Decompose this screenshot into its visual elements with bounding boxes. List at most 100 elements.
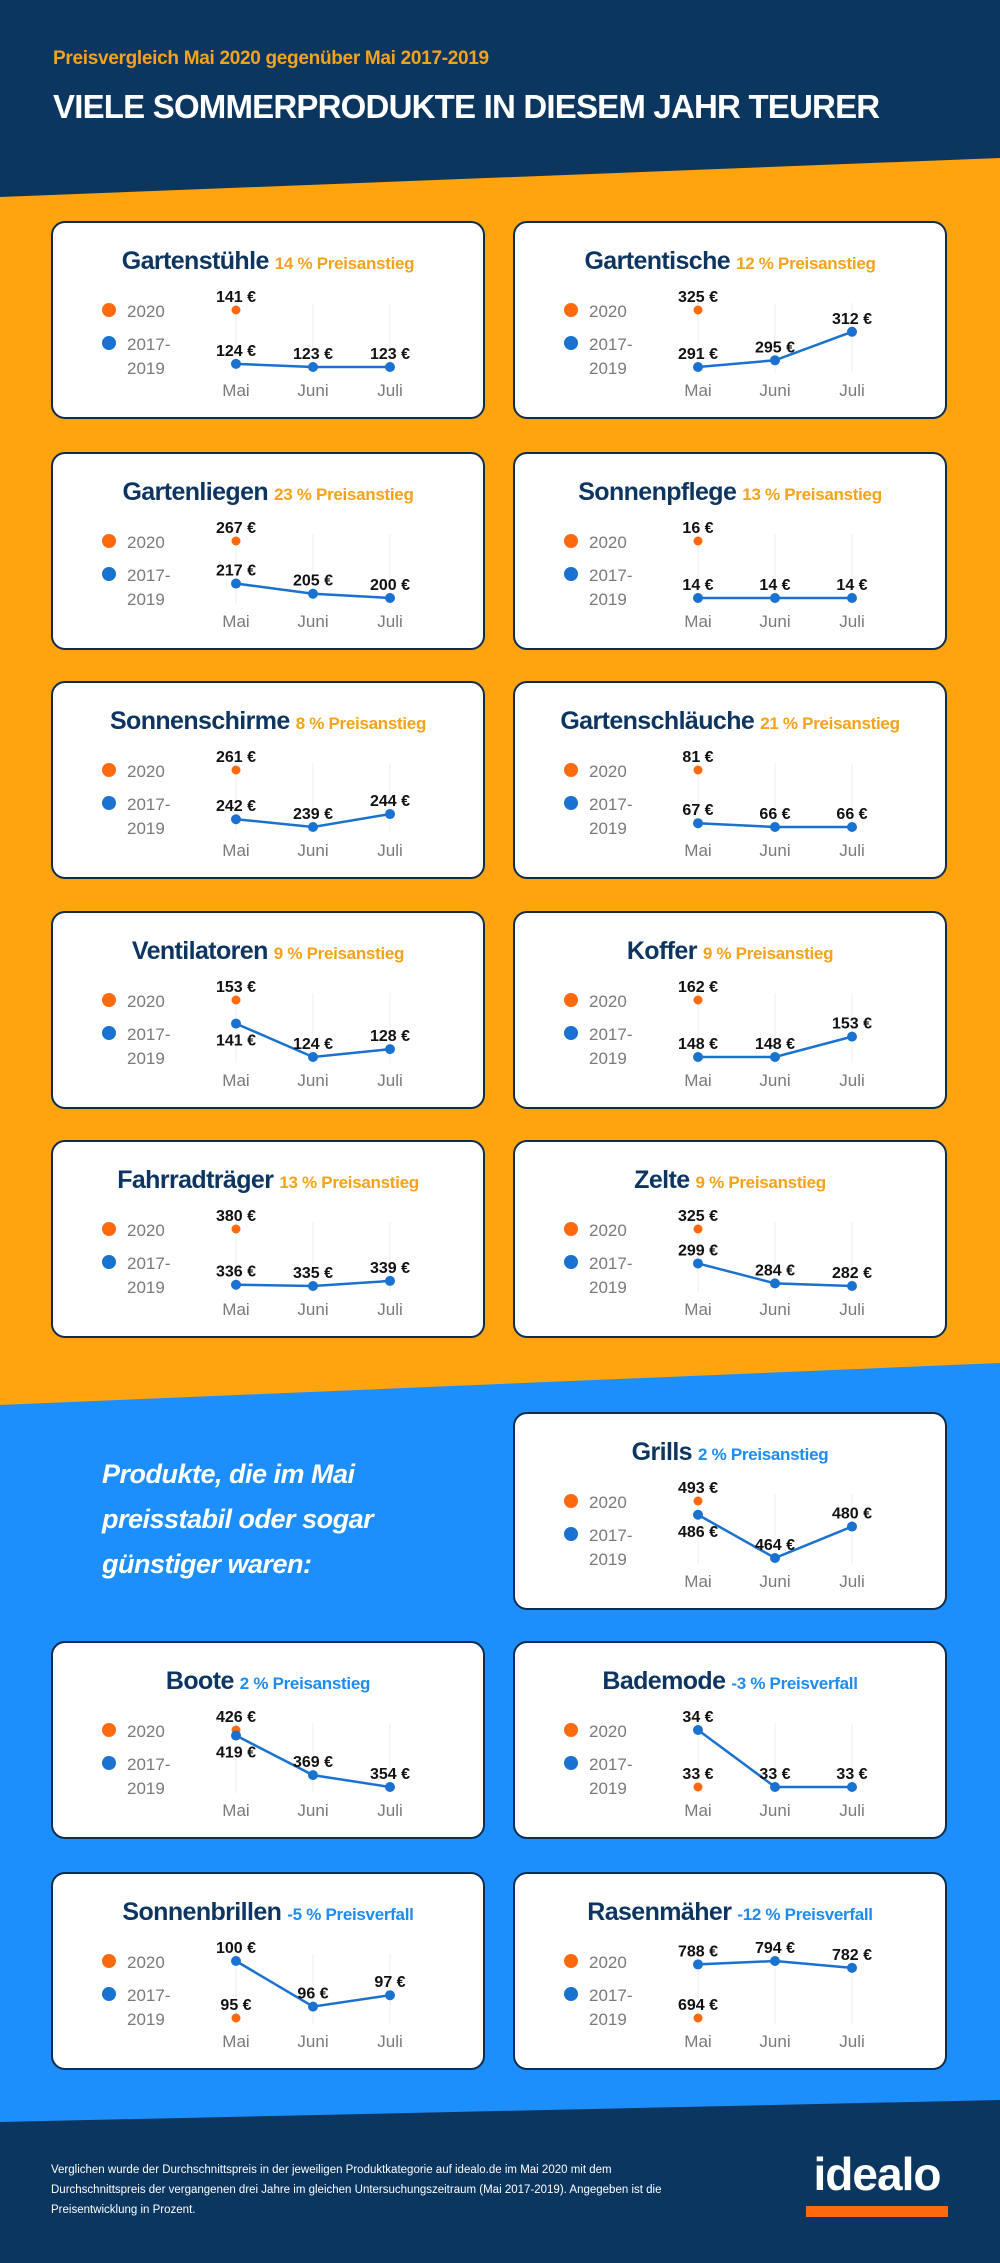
product-name: Fahrradträger: [117, 1166, 274, 1194]
line-chart: 2020 2017- 2019 Mai Juni Juli 95 € 100 € 96 € 97 …: [102, 1940, 406, 2051]
price-change: 9 % Preisanstieg: [702, 944, 834, 963]
month-label: Juli: [377, 2032, 403, 2051]
heading-line: günstiger waren:: [102, 1549, 312, 1579]
line-chart: 2020 2017- 2019 Mai Juni Juli 141 € 124 € 123 € 1…: [102, 289, 410, 400]
legend-2020-dot: [564, 1494, 578, 1508]
logo-underline: [806, 2206, 948, 2217]
point-2017-2019: [847, 593, 857, 603]
legend-2017-2019-label: 2017-: [589, 1526, 632, 1545]
month-label: Mai: [684, 1572, 711, 1591]
value-label-2017-2019: 33 €: [836, 1766, 867, 1783]
card-title: Grills 2 % Preisanstieg: [515, 1438, 945, 1467]
point-2017-2019: [385, 1275, 395, 1286]
value-label-2017-2019: 242 €: [216, 798, 256, 815]
legend-2020-label: 2020: [589, 1722, 627, 1741]
legend-2020-label: 2020: [127, 1221, 165, 1240]
point-2017-2019: [770, 593, 780, 603]
product-name: Gartenschläuche: [560, 707, 755, 735]
point-2017-2019: [385, 809, 395, 820]
legend-2020-label: 2020: [127, 1722, 165, 1741]
legend-2017-2019-label: 2017-: [127, 1755, 170, 1774]
product-name: Sonnenbrillen: [122, 1898, 282, 1926]
price-change: 21 % Preisanstieg: [760, 714, 900, 733]
price-change: -5 % Preisverfall: [287, 1905, 414, 1924]
point-2017-2019: [770, 1956, 780, 1966]
point-2017-2019: [847, 1962, 857, 1973]
legend-2017-2019-label: 2017-: [589, 795, 632, 814]
point-2017-2019: [693, 1258, 703, 1269]
value-label-2017-2019: 200 €: [370, 577, 410, 594]
product-name: Ventilatoren: [131, 937, 269, 965]
month-label: Juni: [759, 1300, 790, 1319]
month-label: Juni: [297, 1300, 328, 1319]
point-2017-2019: [385, 1044, 395, 1055]
month-label: Juni: [297, 1801, 328, 1820]
value-label-2017-2019: 124 €: [293, 1036, 333, 1053]
chart-card: Koffer 9 % Preisanstieg 2020 2017- 2019 Mai Ju…: [513, 911, 947, 1109]
value-label-2020: 325 €: [678, 289, 718, 306]
value-label-2020: 380 €: [216, 1208, 256, 1225]
point-2020: [693, 536, 703, 546]
point-2017-2019: [693, 593, 703, 603]
chart-card: Boote 2 % Preisanstieg 2020 2017- 2019 Mai Jun…: [51, 1641, 485, 1839]
value-label-2017-2019: 244 €: [370, 793, 410, 810]
month-label: Juni: [759, 1071, 790, 1090]
line-chart: 2020 2017- 2019 Mai Juni Juli 33 € 34 € 33 € 33 €: [564, 1709, 868, 1820]
price-change: 2 % Preisanstieg: [698, 1445, 829, 1464]
value-label-2017-2019: 312 €: [832, 311, 872, 328]
card-title: Zelte 9 % Preisanstieg: [515, 1166, 945, 1195]
legend-2017-2019-label: 2019: [127, 359, 165, 378]
legend-2020-dot: [564, 534, 578, 548]
legend-2020-dot: [564, 1723, 578, 1737]
month-label: Juli: [377, 1071, 403, 1090]
legend-2020-dot: [102, 534, 116, 548]
chart-card: Grills 2 % Preisanstieg 2020 2017- 2019 Mai Ju…: [513, 1412, 947, 1610]
legend-2017-2019-label: 2017-: [127, 1254, 170, 1273]
price-change: 9 % Preisanstieg: [273, 944, 405, 963]
value-label-2017-2019: 128 €: [370, 1028, 410, 1045]
value-label-2017-2019: 282 €: [832, 1265, 872, 1282]
value-label-2017-2019: 148 €: [678, 1036, 718, 1053]
idealo-logo: idealo: [806, 2150, 948, 2217]
value-label-2017-2019: 141 €: [216, 1033, 256, 1050]
legend-2017-2019-label: 2019: [127, 1278, 165, 1297]
month-label: Juli: [839, 841, 865, 860]
product-name: Gartentische: [584, 247, 731, 275]
point-2020: [693, 1782, 703, 1792]
point-2017-2019: [231, 814, 241, 825]
legend-2017-2019-label: 2017-: [589, 335, 632, 354]
month-label: Juni: [759, 381, 790, 400]
legend-2017-2019-label: 2019: [127, 2010, 165, 2029]
point-2017-2019: [231, 1018, 241, 1029]
legend-2020-dot: [102, 1954, 116, 1968]
point-2020: [693, 995, 703, 1005]
legend-2020-dot: [102, 763, 116, 777]
value-label-2017-2019: 33 €: [759, 1766, 790, 1783]
heading-line: Produkte, die im Mai: [102, 1459, 355, 1489]
month-label: Juni: [759, 1801, 790, 1820]
chart-card: Sonnenpflege 13 % Preisanstieg 2020 2017- 20…: [513, 452, 947, 650]
line-chart: 2020 2017- 2019 Mai Juni Juli 261 € 242 € 239 € 2…: [102, 749, 410, 860]
legend-2017-2019-label: 2019: [127, 1049, 165, 1068]
chart-card: Zelte 9 % Preisanstieg 2020 2017- 2019 Mai Jun…: [513, 1140, 947, 1338]
month-label: Juni: [759, 2032, 790, 2051]
point-2017-2019: [770, 1278, 780, 1289]
point-2017-2019: [385, 362, 395, 372]
value-label-2017-2019: 14 €: [836, 577, 867, 594]
value-label-2017-2019: 124 €: [216, 343, 256, 360]
legend-2017-2019-label: 2019: [589, 1779, 627, 1798]
legend-2017-2019-dot: [564, 1527, 578, 1541]
legend-2017-2019-label: 2017-: [127, 566, 170, 585]
month-label: Mai: [684, 1801, 711, 1820]
point-2017-2019: [231, 578, 241, 589]
point-2020: [693, 305, 703, 315]
price-change: -3 % Preisverfall: [731, 1674, 858, 1693]
value-label-2017-2019: 336 €: [216, 1264, 256, 1281]
chart-card: Ventilatoren 9 % Preisanstieg 2020 2017- 201…: [51, 911, 485, 1109]
legend-2017-2019-dot: [102, 796, 116, 810]
product-name: Sonnenpflege: [578, 478, 737, 506]
value-label-2017-2019: 354 €: [370, 1766, 410, 1783]
point-2017-2019: [308, 362, 318, 372]
legend-2017-2019-label: 2019: [589, 590, 627, 609]
legend-2017-2019-dot: [564, 1026, 578, 1040]
